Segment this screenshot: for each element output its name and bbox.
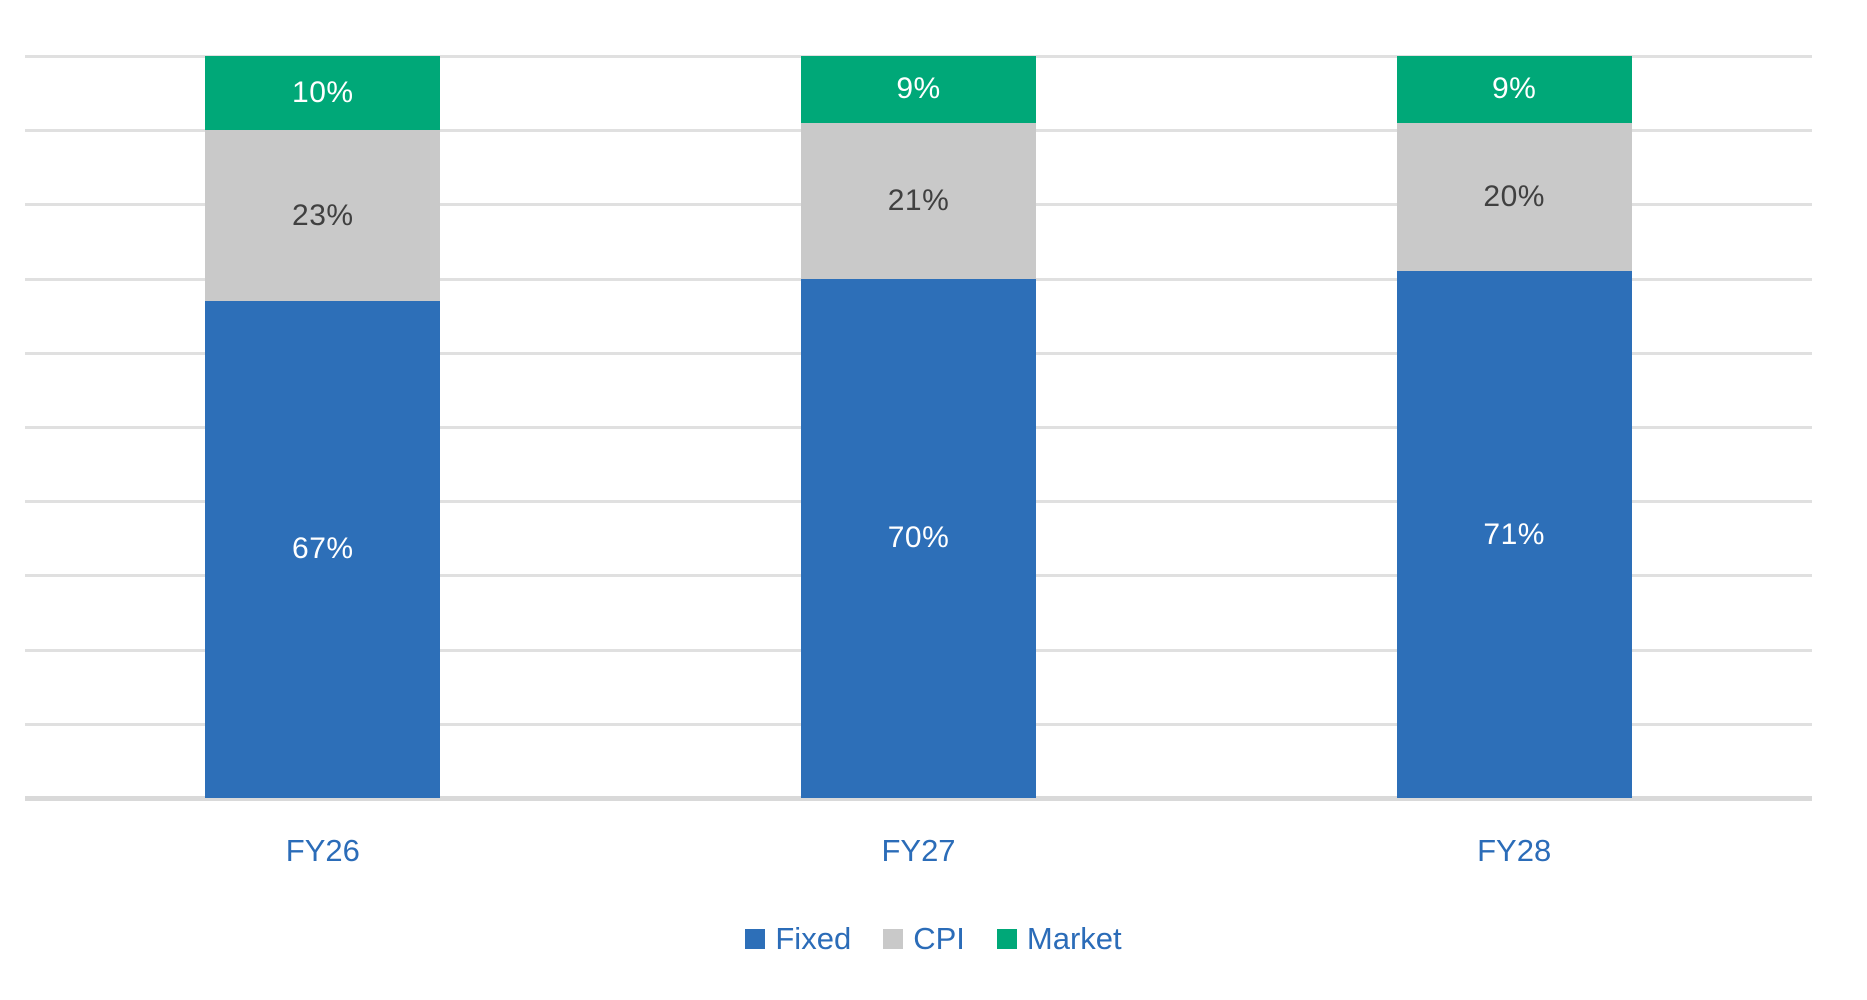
x-axis-labels: FY26 FY27 FY28: [25, 833, 1812, 869]
legend-swatch-fixed: [745, 929, 766, 949]
segment-fixed-fy26: 67%: [205, 300, 441, 798]
segment-value-label: 21%: [887, 183, 950, 217]
legend-label-cpi: CPI: [913, 921, 965, 956]
legend-item-market: Market: [996, 921, 1122, 957]
segment-value-label: 23%: [292, 198, 354, 232]
legend-label-fixed: Fixed: [775, 921, 852, 956]
segment-value-label: 9%: [896, 72, 941, 106]
segment-value-label: 10%: [292, 76, 354, 110]
segment-value-label: 67%: [292, 532, 354, 566]
legend-swatch-cpi: [883, 929, 904, 949]
stacked-bar-fy28: 9% 20% 71%: [1396, 56, 1632, 798]
bar-column-fy27: 9% 21% 70%: [621, 56, 1217, 798]
segment-value-label: 70%: [887, 521, 950, 555]
x-axis-label-fy27: FY27: [881, 833, 956, 868]
segment-value-label: 71%: [1483, 517, 1545, 551]
segment-fixed-fy28: 71%: [1396, 271, 1632, 798]
bar-column-fy28: 9% 20% 71%: [1216, 56, 1812, 798]
legend-label-market: Market: [1026, 921, 1122, 956]
segment-value-label: 9%: [1491, 72, 1537, 106]
stacked-bar-fy27: 9% 21% 70%: [801, 56, 1036, 798]
legend: Fixed CPI Market: [0, 921, 1867, 957]
segment-market-fy26: 10%: [205, 56, 441, 131]
bar-column-fy26: 10% 23% 67%: [25, 56, 621, 798]
stacked-bar-fy26: 10% 23% 67%: [205, 56, 441, 798]
segment-market-fy27: 9%: [801, 56, 1036, 123]
legend-item-cpi: CPI: [883, 921, 965, 957]
segment-value-label: 20%: [1483, 179, 1545, 213]
segment-cpi-fy26: 23%: [205, 130, 441, 301]
segment-fixed-fy27: 70%: [801, 278, 1036, 798]
x-axis-label-fy26: FY26: [285, 833, 360, 868]
x-axis-label-fy28: FY28: [1477, 833, 1552, 868]
segment-market-fy28: 9%: [1396, 56, 1632, 123]
bars-row: 10% 23% 67% 9% 21% 70% 9% 20% 71%: [25, 56, 1812, 798]
x-axis-baseline: [25, 796, 1812, 801]
legend-swatch-market: [996, 929, 1017, 949]
plot-area: 10% 23% 67% 9% 21% 70% 9% 20% 71%: [25, 55, 1812, 801]
segment-cpi-fy27: 21%: [801, 122, 1036, 279]
segment-cpi-fy28: 20%: [1396, 122, 1632, 272]
legend-item-fixed: Fixed: [745, 921, 851, 957]
